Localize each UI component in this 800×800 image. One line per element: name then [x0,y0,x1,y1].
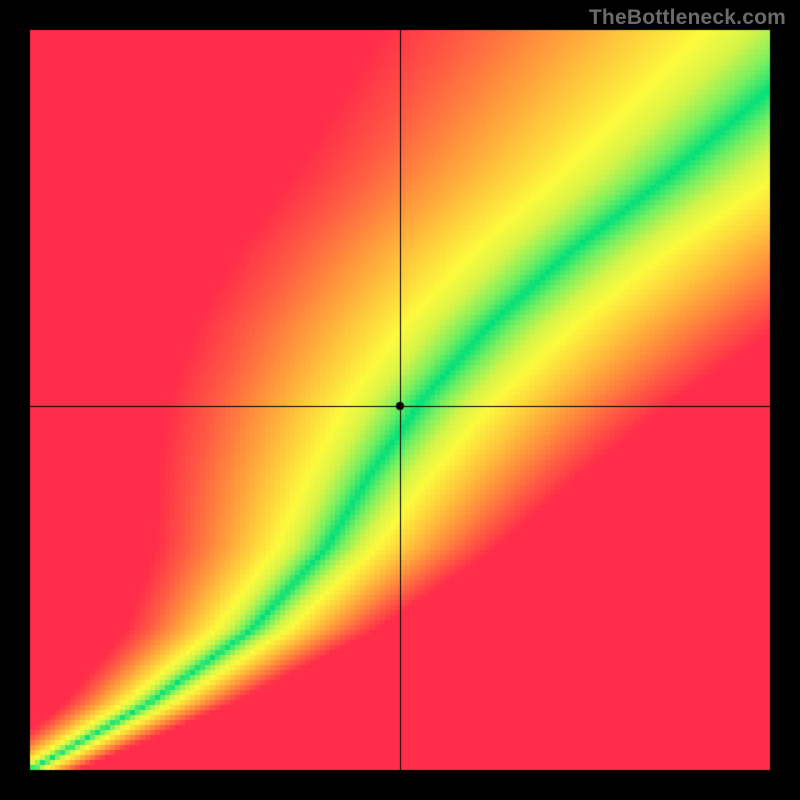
watermark-label: TheBottleneck.com [589,6,786,30]
heatmap-canvas [0,0,800,800]
chart-container: TheBottleneck.com [0,0,800,800]
